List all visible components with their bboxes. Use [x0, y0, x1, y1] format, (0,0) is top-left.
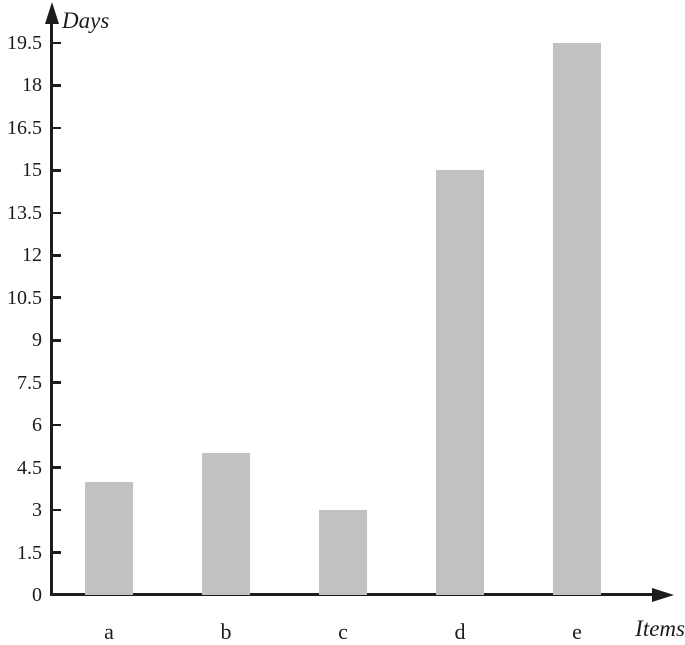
bar-e — [553, 43, 601, 595]
y-tick-mark — [53, 508, 61, 512]
y-tick-label: 6 — [32, 414, 42, 437]
x-category-label-d: d — [454, 619, 466, 644]
y-axis-arrow-icon — [44, 2, 59, 24]
y-tick-label: 18 — [22, 74, 42, 97]
y-tick-mark — [53, 211, 61, 215]
y-tick-mark — [53, 381, 61, 384]
y-tick-label: 0 — [32, 584, 42, 606]
y-tick-label: 7.5 — [17, 371, 42, 394]
x-category-label-c: c — [338, 619, 348, 644]
y-tick-label: 9 — [32, 329, 42, 352]
y-tick-label: 3 — [32, 499, 42, 522]
y-tick-label: 1.5 — [17, 541, 42, 564]
bar-a — [85, 481, 133, 595]
y-tick-label: 13.5 — [7, 201, 42, 224]
y-tick-mark — [53, 254, 61, 257]
y-tick-mark — [53, 551, 61, 554]
y-tick-label: 19.5 — [7, 32, 42, 54]
y-tick-mark — [53, 41, 61, 45]
x-category-label-e: e — [572, 619, 582, 644]
y-tick-mark — [53, 423, 61, 427]
x-axis-title: Items — [635, 616, 685, 641]
y-axis-title: Days — [62, 8, 110, 33]
y-tick-label: 10.5 — [7, 286, 42, 309]
y-tick-mark — [53, 126, 61, 130]
x-axis-arrow-icon — [652, 587, 674, 602]
y-tick-label: 12 — [22, 244, 42, 267]
y-tick-mark — [53, 338, 61, 342]
y-axis-line — [50, 18, 53, 595]
y-tick-mark — [53, 169, 61, 172]
x-category-label-b: b — [220, 619, 232, 644]
y-tick-label: 4.5 — [17, 456, 42, 479]
y-tick-mark — [53, 84, 61, 87]
y-tick-label: 15 — [22, 159, 42, 182]
bar-b — [202, 453, 250, 595]
y-tick-mark — [53, 466, 61, 469]
y-tick-label: 16.5 — [7, 116, 42, 139]
x-category-label-a: a — [104, 619, 114, 644]
bar-c — [319, 510, 367, 595]
y-tick-mark — [53, 296, 61, 300]
bar-d — [436, 170, 484, 595]
